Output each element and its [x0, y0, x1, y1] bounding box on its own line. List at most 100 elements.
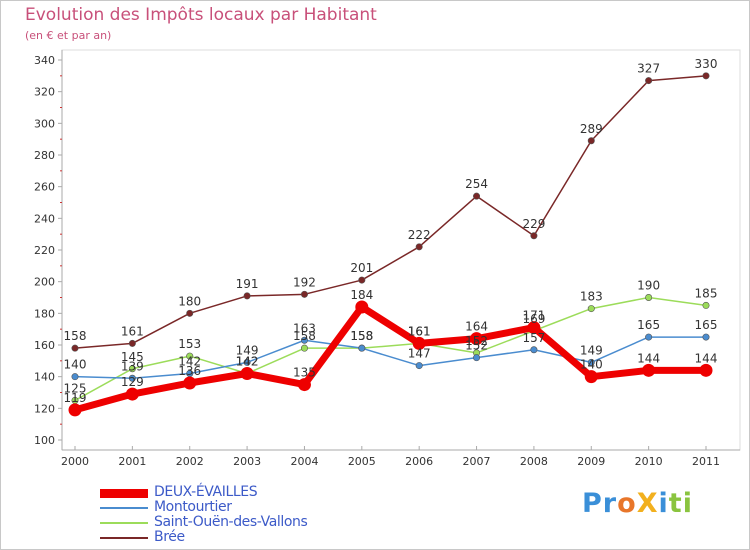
data-point	[645, 77, 653, 85]
data-label: 136	[178, 364, 201, 378]
x-tick-label: 2011	[692, 455, 720, 468]
data-label: 125	[64, 381, 87, 395]
data-point	[297, 378, 311, 392]
data-point	[358, 276, 366, 284]
chart-title: Evolution des Impôts locaux par Habitant	[25, 5, 377, 25]
data-label: 201	[350, 261, 373, 275]
data-label: 145	[121, 350, 144, 364]
data-label: 184	[350, 288, 373, 302]
data-point	[243, 292, 251, 300]
data-point	[527, 321, 541, 335]
logo-letter: t	[668, 488, 683, 519]
legend-swatch	[100, 537, 148, 539]
proxiti-logo: ProXiti	[582, 488, 693, 519]
data-point	[415, 362, 423, 370]
data-label: 169	[522, 312, 545, 326]
data-point	[473, 192, 481, 200]
data-point	[470, 332, 484, 346]
x-tick-label: 2010	[635, 455, 663, 468]
data-point	[645, 293, 653, 301]
legend-swatch	[100, 488, 148, 498]
data-point	[358, 344, 366, 352]
data-point	[587, 137, 595, 145]
y-tick-label: 200	[34, 276, 55, 289]
data-label: 163	[293, 321, 316, 335]
legend-label: Montourtier	[154, 499, 232, 515]
data-label: 327	[637, 62, 660, 76]
data-point	[71, 344, 79, 352]
series-line-0	[71, 303, 710, 414]
y-tick-label: 320	[34, 86, 55, 99]
data-point	[240, 367, 254, 380]
data-point	[642, 363, 656, 377]
data-label: 164	[465, 320, 488, 334]
data-label: 142	[236, 355, 259, 369]
data-point	[186, 352, 194, 360]
data-label: 140	[64, 358, 87, 372]
data-label: 229	[522, 217, 545, 231]
data-point	[183, 376, 197, 390]
data-point	[473, 354, 481, 362]
x-tick-label: 2005	[348, 455, 376, 468]
data-point	[584, 370, 598, 384]
data-point	[68, 403, 82, 417]
logo-letter: i	[658, 488, 669, 519]
data-label: 191	[236, 277, 259, 291]
data-label: 161	[121, 324, 144, 338]
data-label: 161	[408, 324, 431, 338]
data-label: 222	[408, 228, 431, 242]
data-label: 152	[465, 339, 488, 353]
y-tick-label: 280	[34, 149, 55, 162]
data-point	[300, 344, 308, 352]
x-tick-label: 2008	[520, 455, 548, 468]
data-label: 185	[695, 286, 718, 300]
data-label: 144	[637, 351, 660, 365]
logo-letter: X	[636, 488, 659, 519]
data-label: 152	[465, 334, 488, 348]
data-point	[587, 358, 595, 366]
data-point	[128, 339, 136, 347]
data-label: 165	[637, 318, 660, 332]
data-label: 129	[121, 375, 144, 389]
data-label: 149	[580, 343, 603, 357]
data-label: 158	[350, 329, 373, 343]
data-label: 135	[293, 366, 316, 380]
data-point	[587, 305, 595, 313]
logo-letter: r	[602, 488, 618, 519]
x-tick-label: 2006	[405, 455, 433, 468]
data-label: 119	[64, 391, 87, 405]
data-point	[415, 243, 423, 251]
data-point	[186, 309, 194, 317]
y-tick-label: 300	[34, 117, 55, 130]
data-label: 147	[408, 347, 431, 361]
data-point	[300, 336, 308, 344]
data-label: 157	[522, 331, 545, 345]
data-label: 330	[695, 57, 718, 71]
x-tick-label: 2009	[577, 455, 605, 468]
data-label: 289	[580, 122, 603, 136]
logo-letter: o	[617, 488, 637, 519]
data-label: 144	[695, 351, 718, 365]
data-point	[128, 374, 136, 382]
data-label: 161	[408, 324, 431, 338]
data-point	[702, 72, 710, 80]
data-label: 192	[293, 275, 316, 289]
x-tick-label: 2004	[290, 455, 318, 468]
y-tick-label: 340	[34, 54, 55, 67]
series-line-2	[74, 296, 707, 402]
y-tick-label: 180	[34, 307, 55, 320]
data-point	[702, 301, 710, 309]
data-label: 158	[350, 329, 373, 343]
data-point	[355, 300, 369, 314]
legend-swatch	[100, 507, 148, 509]
data-label: 153	[178, 337, 201, 351]
series-line-3	[74, 75, 707, 349]
x-tick-label: 2003	[233, 455, 261, 468]
data-label: 183	[580, 290, 603, 304]
x-tick-label: 2000	[61, 455, 89, 468]
logo-letter: i	[682, 488, 693, 519]
data-point	[530, 346, 538, 354]
data-label: 142	[236, 355, 259, 369]
x-tick-label: 2001	[118, 455, 146, 468]
